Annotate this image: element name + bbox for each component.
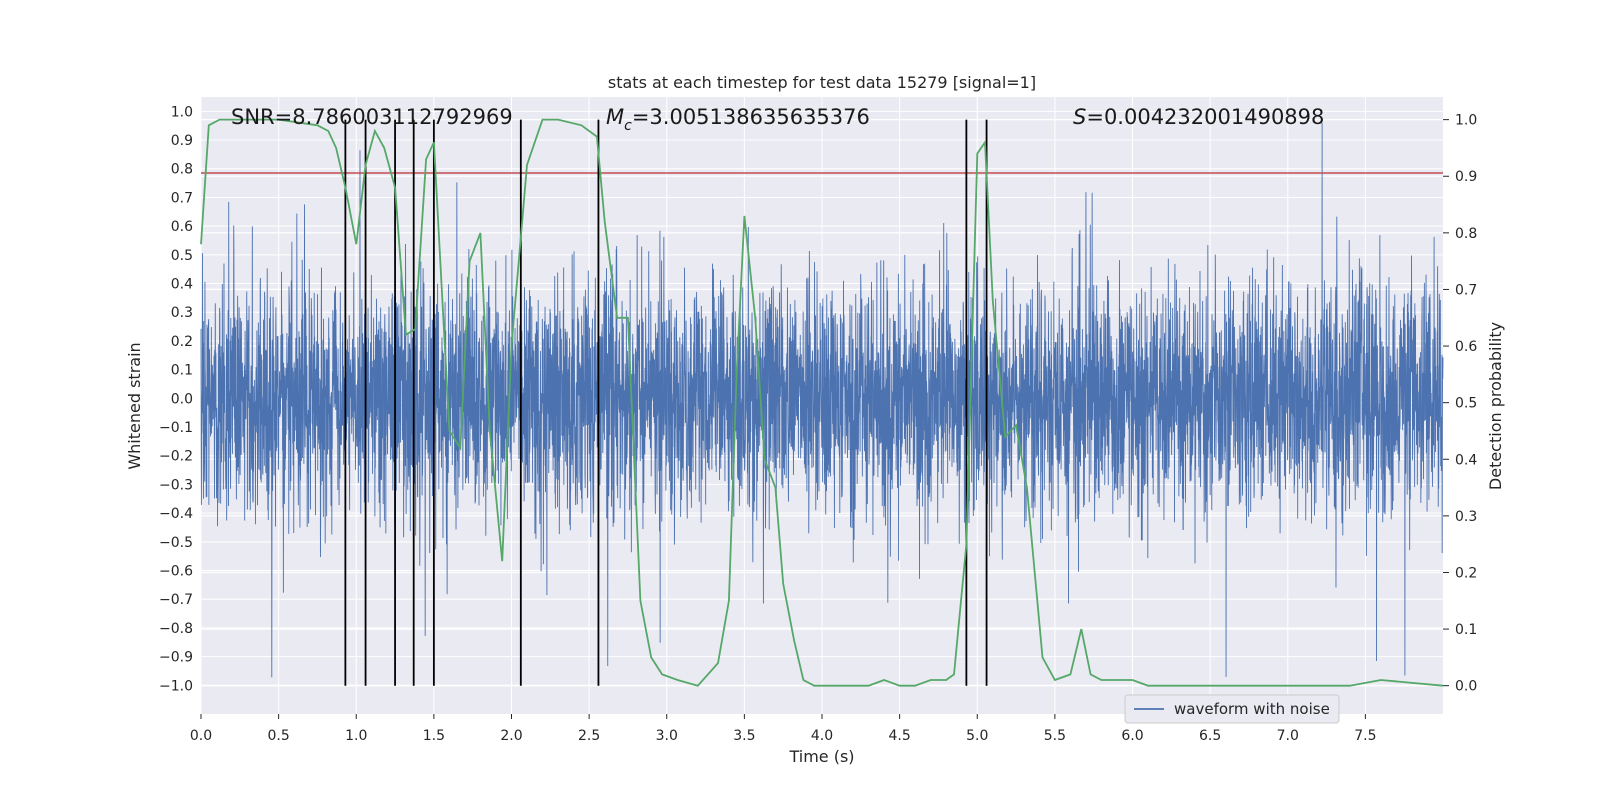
x-tick-label: 5.5	[1044, 728, 1066, 744]
left-y-axis-label: Whitened strain	[125, 342, 144, 469]
legend-box	[1124, 694, 1340, 724]
y-right-tick-label: 0.7	[1455, 282, 1477, 298]
y-left-tick-label: 0.7	[171, 190, 193, 206]
x-tick-label: 2.0	[500, 728, 522, 744]
x-tick-label: 5.0	[966, 728, 988, 744]
x-tick-label: 1.5	[423, 728, 445, 744]
y-right-tick-label: 0.3	[1455, 509, 1477, 525]
y-left-tick-label: −0.9	[159, 650, 193, 666]
y-right-tick-label: 0.2	[1455, 565, 1477, 581]
s-symbol: S	[1073, 105, 1086, 129]
y-left-tick-label: −0.6	[159, 564, 193, 580]
right-y-axis-label: Detection probability	[1486, 322, 1505, 490]
chirp-mass-value: =3.005138635635376	[632, 105, 870, 129]
x-tick-label: 0.0	[190, 728, 212, 744]
x-tick-label: 3.0	[656, 728, 678, 744]
chart-title: stats at each timestep for test data 152…	[608, 73, 1036, 92]
y-left-tick-label: −0.7	[159, 592, 193, 608]
y-left-tick-label: −1.0	[159, 678, 193, 694]
left-y-axis-ticks: 1.0 0.9 0.8 0.7 0.6 0.5 0.4 0.3 0.2 0.1 0.0 −0.1 −0.…	[159, 104, 193, 694]
y-left-tick-label: −0.4	[159, 506, 193, 522]
y-right-tick-label: 0.1	[1455, 622, 1477, 638]
x-tick-label: 6.0	[1121, 728, 1143, 744]
y-right-tick-label: 0.8	[1455, 226, 1477, 242]
y-left-tick-label: −0.3	[159, 477, 193, 493]
x-axis-ticks: 0.0 0.5 1.0 1.5 2.0 2.5 3.0 3.5 4.0 4.5 5.0 5.5 6.0 6…	[190, 714, 1377, 744]
y-left-tick-label: 0.9	[171, 133, 193, 149]
y-right-tick-label: 0.5	[1455, 396, 1477, 412]
y-left-tick-label: 0.6	[171, 219, 193, 235]
y-left-tick-label: −0.2	[159, 449, 193, 465]
y-right-tick-label: 0.9	[1455, 169, 1477, 185]
y-left-tick-label: 0.4	[171, 277, 193, 293]
x-tick-label: 3.5	[733, 728, 755, 744]
y-left-tick-label: −0.1	[159, 420, 193, 436]
y-right-tick-label: 1.0	[1455, 113, 1477, 129]
y-left-tick-label: 0.2	[171, 334, 193, 350]
y-right-tick-label: 0.4	[1455, 452, 1477, 468]
x-axis-label: Time (s)	[788, 747, 854, 766]
x-tick-label: 2.5	[578, 728, 600, 744]
right-y-axis-ticks: 1.0 0.9 0.8 0.7 0.6 0.5 0.4 0.3 0.2 0.1 0.0	[1443, 113, 1477, 695]
s-value: =0.004232001490898	[1086, 105, 1324, 129]
legend: waveform with noise	[1124, 694, 1340, 724]
y-left-tick-label: 0.3	[171, 305, 193, 321]
vertical-markers	[344, 119, 988, 686]
y-left-tick-label: 1.0	[171, 104, 193, 120]
y-left-tick-label: 0.5	[171, 248, 193, 264]
y-left-tick-label: −0.5	[159, 535, 193, 551]
x-tick-label: 6.5	[1199, 728, 1221, 744]
y-left-tick-label: −0.8	[159, 621, 193, 637]
legend-label: waveform with noise	[1174, 700, 1330, 718]
snr-annotation: SNR=8.786003112792969	[231, 105, 513, 129]
x-tick-label: 1.0	[345, 728, 367, 744]
x-tick-label: 0.5	[267, 728, 289, 744]
x-tick-label: 7.5	[1354, 728, 1376, 744]
s-annotation: S=0.004232001490898	[1073, 105, 1324, 129]
y-right-tick-label: 0.0	[1455, 679, 1477, 695]
x-tick-label: 4.0	[811, 728, 833, 744]
y-left-tick-label: 0.8	[171, 162, 193, 178]
detection-probability-series	[200, 118, 1444, 687]
chirp-mass-subscript: c	[624, 118, 632, 134]
y-left-tick-label: 0.1	[171, 363, 193, 379]
y-right-tick-label: 0.6	[1455, 339, 1477, 355]
chirp-mass-symbol: M	[606, 105, 624, 129]
y-left-tick-label: 0.0	[171, 391, 193, 407]
x-tick-label: 7.0	[1277, 728, 1299, 744]
chirp-mass-annotation: Mc=3.005138635635376	[606, 105, 870, 134]
x-tick-label: 4.5	[888, 728, 910, 744]
